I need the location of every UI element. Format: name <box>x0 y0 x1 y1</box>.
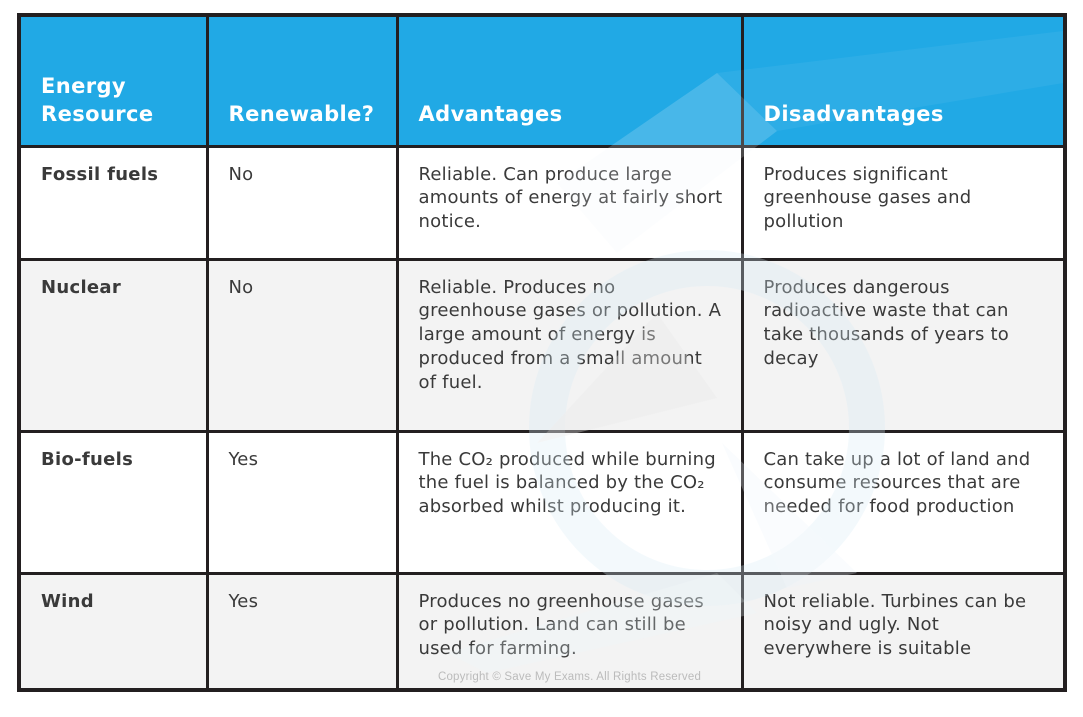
table-row-bio-fuels: Bio-fuels Yes The CO₂ produced while bur… <box>17 429 1067 575</box>
cell-disadvantages: Produces dangerous radioactive waste tha… <box>740 257 1067 433</box>
cell-advantages: Reliable. Can produce large amounts of e… <box>395 144 744 261</box>
energy-resources-table: Energy Resource Renewable? Advantages Di… <box>17 13 1067 692</box>
cell-advantages-text: Produces no greenhouse gases or pollutio… <box>418 590 704 660</box>
header-cell-disadvantages: Disadvantages <box>740 13 1067 148</box>
cell-renewable: Yes <box>205 571 399 692</box>
cell-resource: Bio-fuels <box>17 429 209 575</box>
cell-disadvantages: Can take up a lot of land and consume re… <box>740 429 1067 575</box>
energy-resources-comparison-table: Energy Resource Renewable? Advantages Di… <box>17 13 1067 692</box>
cell-advantages: Produces no greenhouse gases or pollutio… <box>395 571 744 692</box>
header-cell-advantages: Advantages <box>395 13 744 148</box>
header-cell-energy-resource: Energy Resource <box>17 13 209 148</box>
cell-resource: Nuclear <box>17 257 209 433</box>
cell-renewable: Yes <box>205 429 399 575</box>
table-row-nuclear: Nuclear No Reliable. Produces no greenho… <box>17 257 1067 433</box>
header-cell-renewable: Renewable? <box>205 13 399 148</box>
cell-disadvantages: Produces significant greenhouse gases an… <box>740 144 1067 261</box>
table-row-wind: Wind Yes Produces no greenhouse gases or… <box>17 571 1067 692</box>
table-row-fossil-fuels: Fossil fuels No Reliable. Can produce la… <box>17 144 1067 261</box>
cell-advantages: Reliable. Produces no greenhouse gases o… <box>395 257 744 433</box>
copyright-notice: Copyright © Save My Exams. All Rights Re… <box>437 670 702 683</box>
cell-disadvantages: Not reliable. Turbines can be noisy and … <box>740 571 1067 692</box>
header-row: Energy Resource Renewable? Advantages Di… <box>17 13 1067 148</box>
cell-renewable: No <box>205 144 399 261</box>
cell-resource: Wind <box>17 571 209 692</box>
cell-renewable: No <box>205 257 399 433</box>
cell-resource: Fossil fuels <box>17 144 209 261</box>
cell-advantages: The CO₂ produced while burning the fuel … <box>395 429 744 575</box>
